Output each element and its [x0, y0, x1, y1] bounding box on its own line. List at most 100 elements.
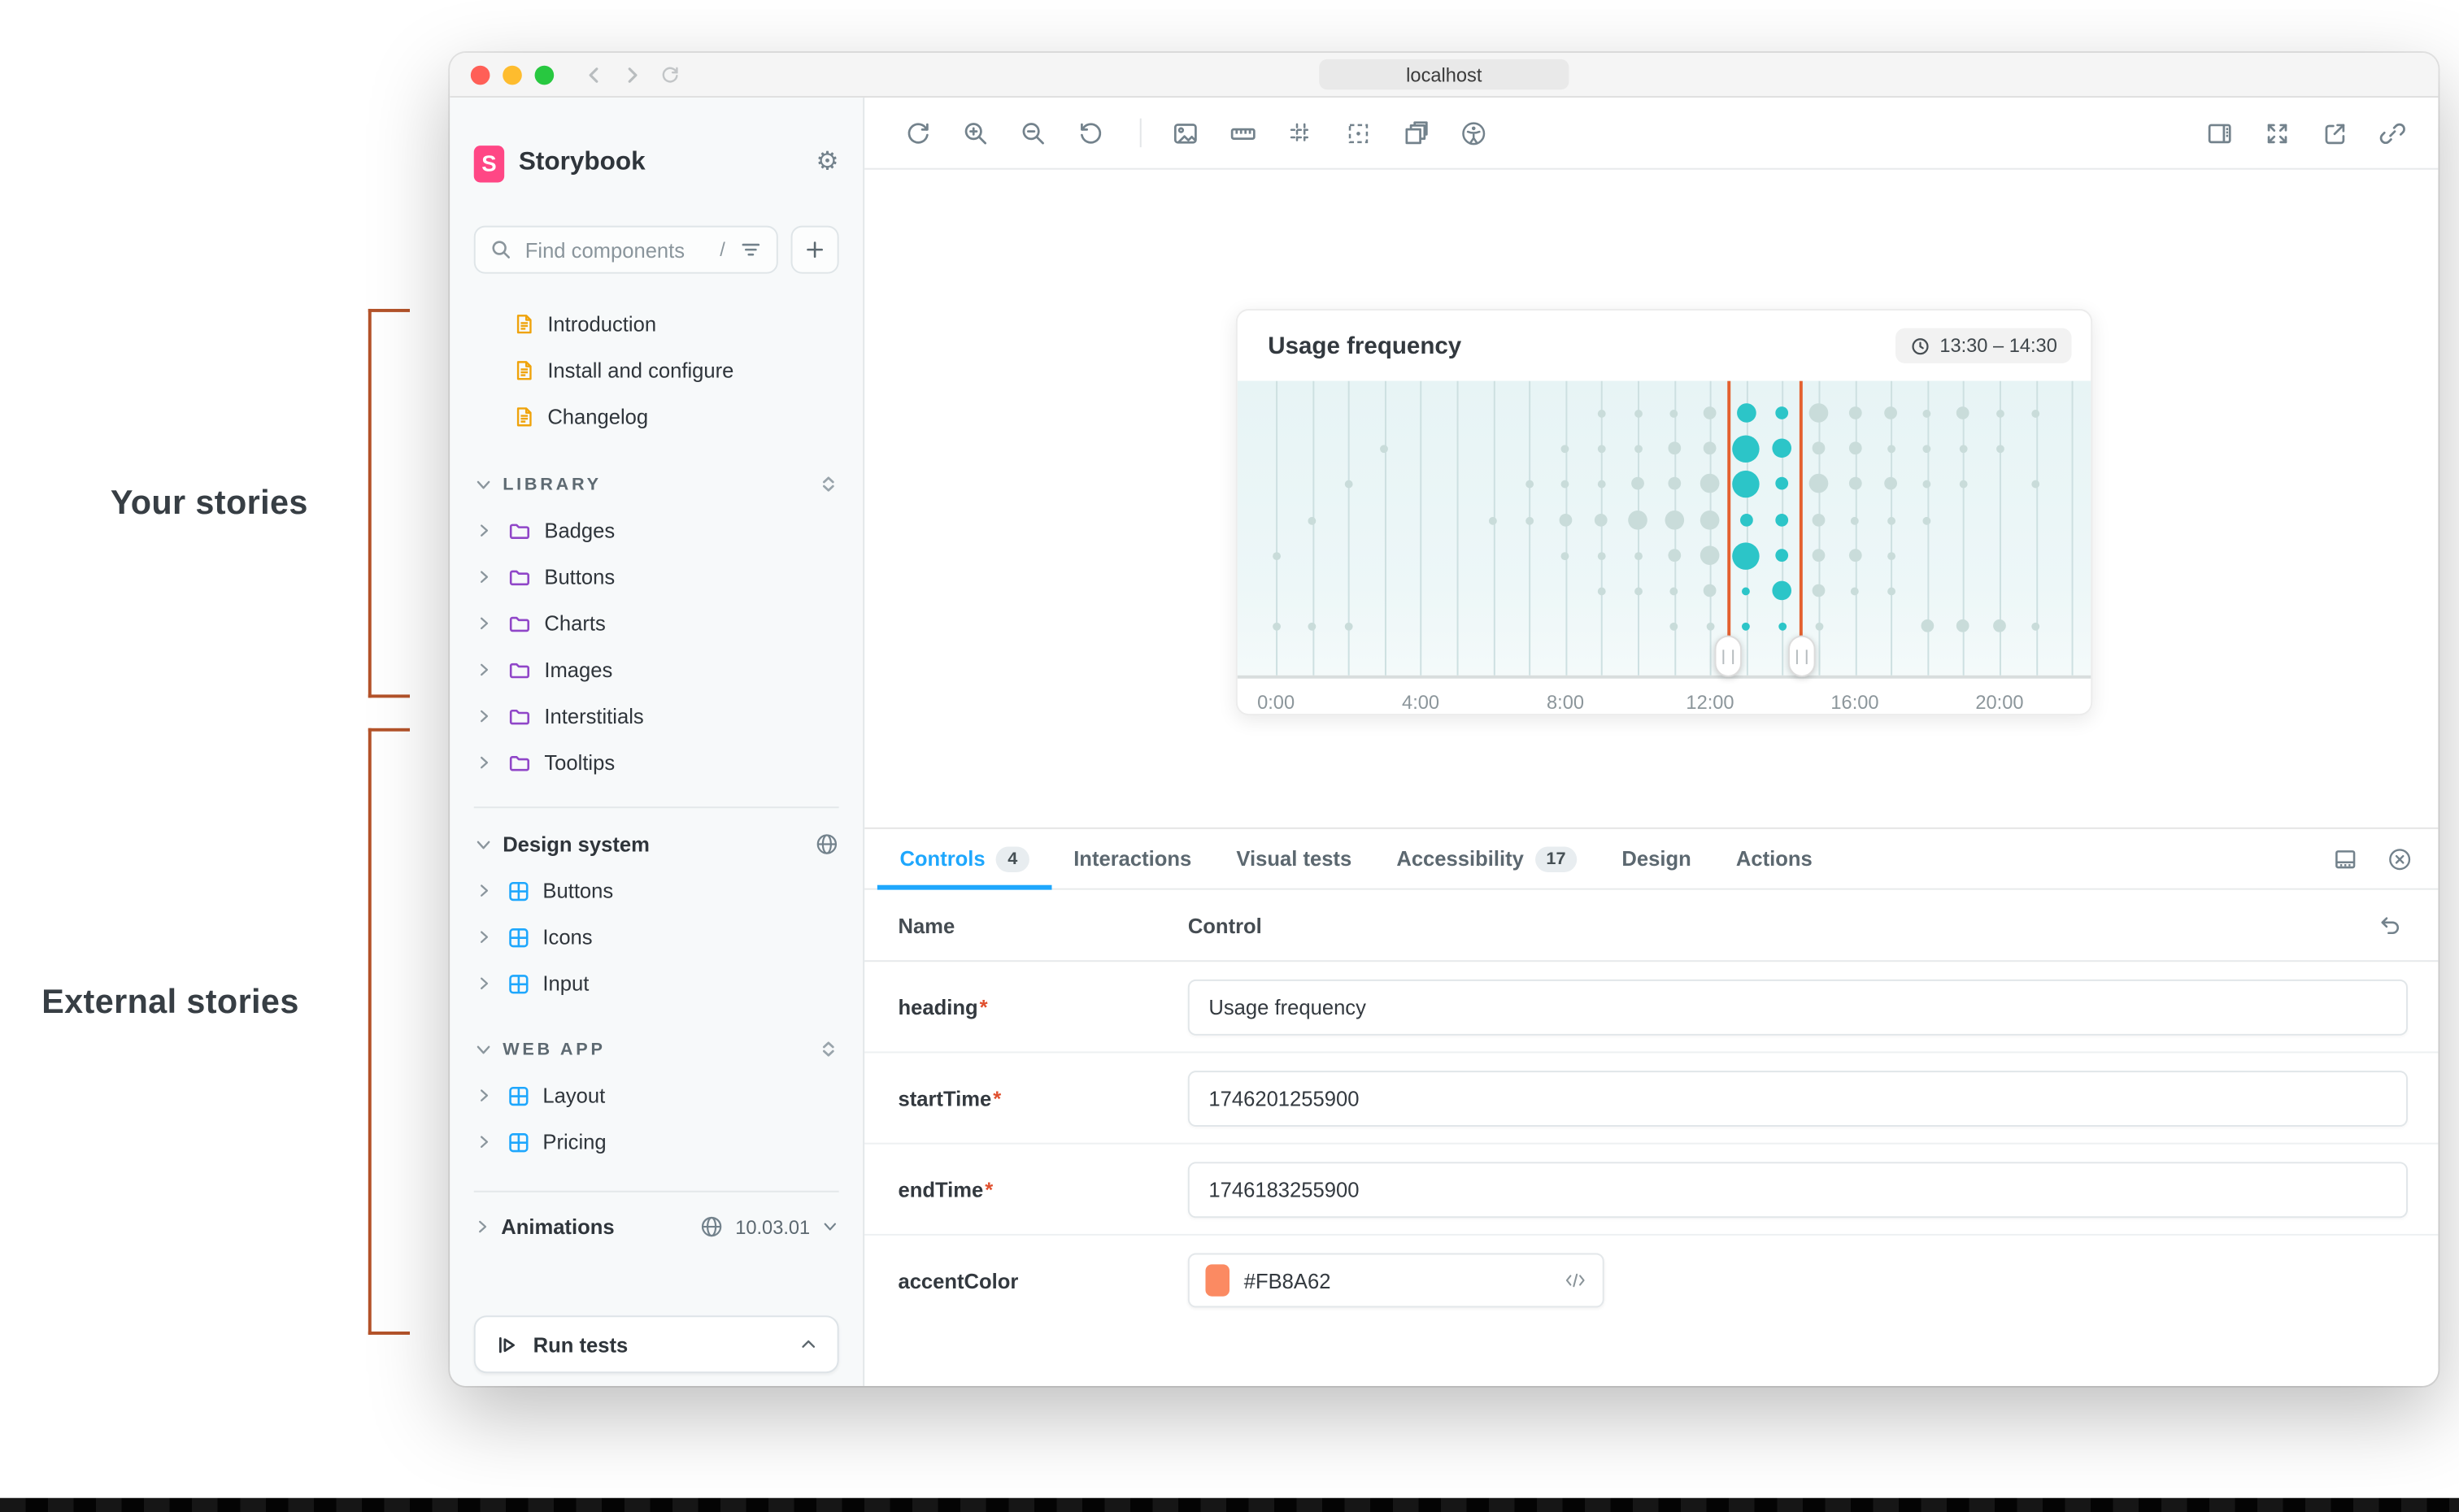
filter-icon[interactable] — [740, 238, 763, 261]
chevron-down-icon[interactable] — [821, 1218, 839, 1236]
sidebar-item-charts[interactable]: Charts — [474, 600, 839, 646]
bubble — [1848, 441, 1861, 455]
bubble — [1344, 621, 1352, 630]
sidebar-item-tooltips[interactable]: Tooltips — [474, 740, 839, 786]
tab-design[interactable]: Design — [1599, 829, 1713, 889]
section-web-app[interactable]: WEB APP — [474, 1026, 839, 1072]
color-swatch[interactable] — [1205, 1264, 1230, 1297]
end-time-input[interactable] — [1187, 1161, 2408, 1218]
accent-color-picker[interactable]: #FB8A62 — [1187, 1253, 1604, 1308]
bubble — [1628, 511, 1647, 530]
sidebar-item-badges[interactable]: Badges — [474, 507, 839, 554]
copy-link-icon[interactable] — [2379, 119, 2406, 146]
control-name: endTime — [864, 1177, 1188, 1201]
canvas-area: Usage frequency 13:30 – 14:30 0:00 4:00 8:… — [864, 98, 2439, 1386]
heading-input[interactable] — [1187, 978, 2408, 1035]
minimize-window-button[interactable] — [503, 64, 522, 85]
zoom-in-icon[interactable] — [962, 119, 989, 146]
sidebar-item-changelog[interactable]: Changelog — [474, 393, 839, 440]
chevron-right-icon — [474, 975, 495, 993]
section-library[interactable]: LIBRARY — [474, 461, 839, 507]
sidebar-item-introduction[interactable]: Introduction — [474, 301, 839, 347]
sidebar-item-ds-input[interactable]: Input — [474, 960, 839, 1006]
background-icon[interactable] — [1172, 119, 1199, 146]
tab-label: Accessibility — [1396, 846, 1524, 871]
tab-controls[interactable]: Controls 4 — [877, 829, 1051, 890]
chart-gridline — [1421, 380, 1423, 676]
sidebar-item-ds-buttons[interactable]: Buttons — [474, 867, 839, 914]
bubble — [1923, 444, 1931, 453]
tab-actions[interactable]: Actions — [1713, 829, 1834, 889]
tab-visual-tests[interactable]: Visual tests — [1214, 829, 1374, 889]
search-box[interactable]: / — [473, 225, 778, 274]
control-name: accentColor — [898, 1268, 1019, 1293]
accessibility-icon[interactable] — [1460, 119, 1487, 146]
open-external-icon[interactable] — [2322, 119, 2348, 146]
chart-gridline — [2035, 380, 2038, 676]
outline-icon[interactable] — [1345, 119, 1372, 146]
sidebar-item-ds-icons[interactable]: Icons — [474, 914, 839, 960]
range-handle[interactable] — [1714, 635, 1742, 677]
chevron-down-icon — [474, 475, 494, 494]
run-tests-button[interactable]: Run tests — [473, 1315, 839, 1374]
chevron-right-icon — [474, 568, 495, 586]
zoom-window-button[interactable] — [534, 64, 555, 85]
sidebar-item-label: Input — [542, 971, 590, 996]
chevron-right-icon — [474, 882, 495, 900]
section-design-system[interactable]: Design system — [474, 821, 839, 867]
settings-gear-icon[interactable]: ⚙ — [816, 149, 839, 176]
chart-gridline — [1782, 380, 1784, 676]
close-panel-icon[interactable] — [2387, 845, 2413, 871]
desktop-bottom-strip — [0, 1497, 2459, 1512]
sidebar-item-interstitials[interactable]: Interstitials — [474, 693, 839, 739]
viewports-icon[interactable] — [1403, 119, 1430, 146]
range-handle[interactable] — [1787, 635, 1816, 677]
zoom-out-icon[interactable] — [1020, 119, 1047, 146]
sidebar-item-install-and-configure[interactable]: Install and configure — [474, 347, 839, 393]
expand-collapse-icon[interactable] — [818, 474, 839, 495]
chart-gridline — [1963, 380, 1965, 676]
forward-icon[interactable] — [621, 63, 644, 86]
sidebar-item-label: Badges — [544, 518, 616, 543]
bubble-active — [1776, 549, 1789, 563]
create-story-button[interactable] — [790, 225, 839, 274]
close-window-button[interactable] — [470, 64, 490, 85]
sidebar-item-label: Animations — [501, 1214, 615, 1239]
panel-position-icon[interactable] — [2332, 845, 2358, 871]
preview-viewport: Usage frequency 13:30 – 14:30 0:00 4:00 8:… — [864, 170, 2438, 828]
zoom-reset-icon[interactable] — [1077, 119, 1104, 146]
sidebar-item-label: Interstitials — [544, 704, 644, 728]
sidebar-item-pricing[interactable]: Pricing — [474, 1119, 839, 1165]
fullscreen-icon[interactable] — [2264, 119, 2291, 146]
bubble — [1525, 479, 1534, 488]
reset-controls-icon[interactable] — [2378, 912, 2404, 938]
address-bar[interactable]: localhost — [1319, 59, 1569, 90]
document-icon — [514, 312, 535, 337]
back-icon[interactable] — [583, 63, 606, 86]
code-icon[interactable] — [1564, 1269, 1586, 1292]
bubble — [1887, 586, 1895, 595]
search-input[interactable] — [521, 236, 706, 263]
sidebar-item-buttons[interactable]: Buttons — [474, 554, 839, 600]
tab-accessibility[interactable]: Accessibility 17 — [1374, 829, 1599, 889]
remount-icon[interactable] — [904, 119, 931, 146]
grid-icon[interactable] — [1287, 119, 1314, 146]
bubble — [1597, 479, 1606, 488]
sidebar-item-animations[interactable]: Animations 10.03.01 — [474, 1204, 839, 1250]
measure-icon[interactable] — [1230, 119, 1256, 146]
bubble — [1706, 621, 1714, 630]
bubble — [1812, 441, 1826, 455]
tab-interactions[interactable]: Interactions — [1051, 829, 1214, 889]
panel-toggle-icon[interactable] — [2206, 119, 2233, 146]
bubble — [1956, 619, 1970, 632]
sidebar-item-images[interactable]: Images — [474, 646, 839, 693]
bubble — [1848, 476, 1861, 490]
expand-collapse-icon[interactable] — [818, 1039, 839, 1060]
reload-icon[interactable] — [659, 64, 681, 85]
start-time-input[interactable] — [1187, 1070, 2408, 1127]
axis-tick-label: 0:00 — [1257, 691, 1295, 715]
tab-label: Actions — [1735, 846, 1813, 871]
sidebar-item-layout[interactable]: Layout — [474, 1072, 839, 1119]
tab-label: Design — [1621, 846, 1691, 871]
bubble — [1272, 551, 1281, 560]
